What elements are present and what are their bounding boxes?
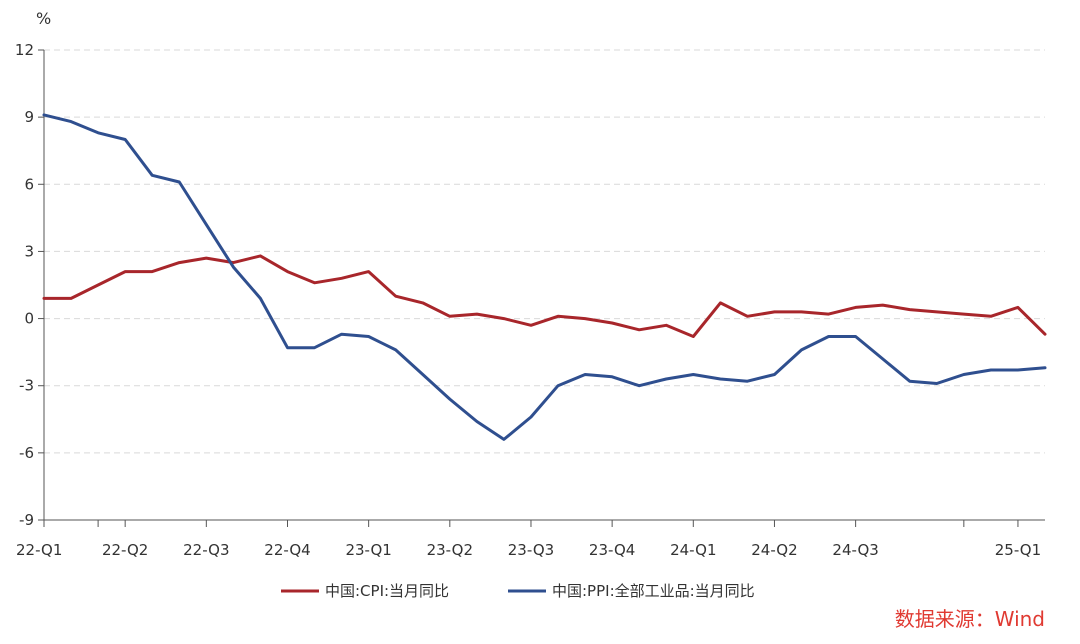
x-tick-label: 25-Q1 [995, 541, 1041, 559]
x-tick-label: 23-Q1 [345, 541, 391, 559]
y-tick-label: -6 [19, 444, 34, 462]
y-tick-label: -9 [19, 511, 34, 529]
series-line-ppi [42, 113, 1047, 441]
x-tick-label: 24-Q2 [751, 541, 797, 559]
y-tick-label: 6 [24, 175, 34, 193]
y-tick-label: 0 [24, 310, 34, 328]
y-tick-label: 3 [24, 242, 34, 260]
x-tick-label: 22-Q4 [264, 541, 310, 559]
y-axis: 12 9 6 3 0 -3 -6 -9 [15, 41, 45, 529]
source-note: 数据来源：Wind [895, 607, 1045, 631]
x-tick-label: 24-Q3 [832, 541, 878, 559]
y-tick-label: -3 [19, 377, 34, 395]
x-tick-label: 23-Q4 [589, 541, 635, 559]
x-tick-label: 22-Q2 [102, 541, 148, 559]
x-axis: 22-Q1 22-Q2 22-Q3 22-Q4 23-Q1 23-Q2 23-Q3 23-Q4… [16, 519, 1045, 559]
x-tick-label: 23-Q3 [508, 541, 554, 559]
legend-label: 中国:CPI:当月同比 [325, 582, 449, 600]
x-tick-label: 24-Q1 [670, 541, 716, 559]
series-lines [42, 113, 1047, 441]
y-tick-label: 9 [24, 108, 34, 126]
legend: 中国:CPI:当月同比 中国:PPI:全部工业品:当月同比 [281, 582, 755, 600]
y-axis-unit: % [36, 9, 51, 28]
grid-lines [44, 49, 1045, 454]
series-line-cpi [42, 254, 1047, 338]
x-tick-label: 22-Q1 [16, 541, 62, 559]
y-tick-label: 12 [15, 41, 34, 59]
x-tick-label: 23-Q2 [427, 541, 473, 559]
legend-label: 中国:PPI:全部工业品:当月同比 [552, 582, 755, 600]
x-tick-label: 22-Q3 [183, 541, 229, 559]
